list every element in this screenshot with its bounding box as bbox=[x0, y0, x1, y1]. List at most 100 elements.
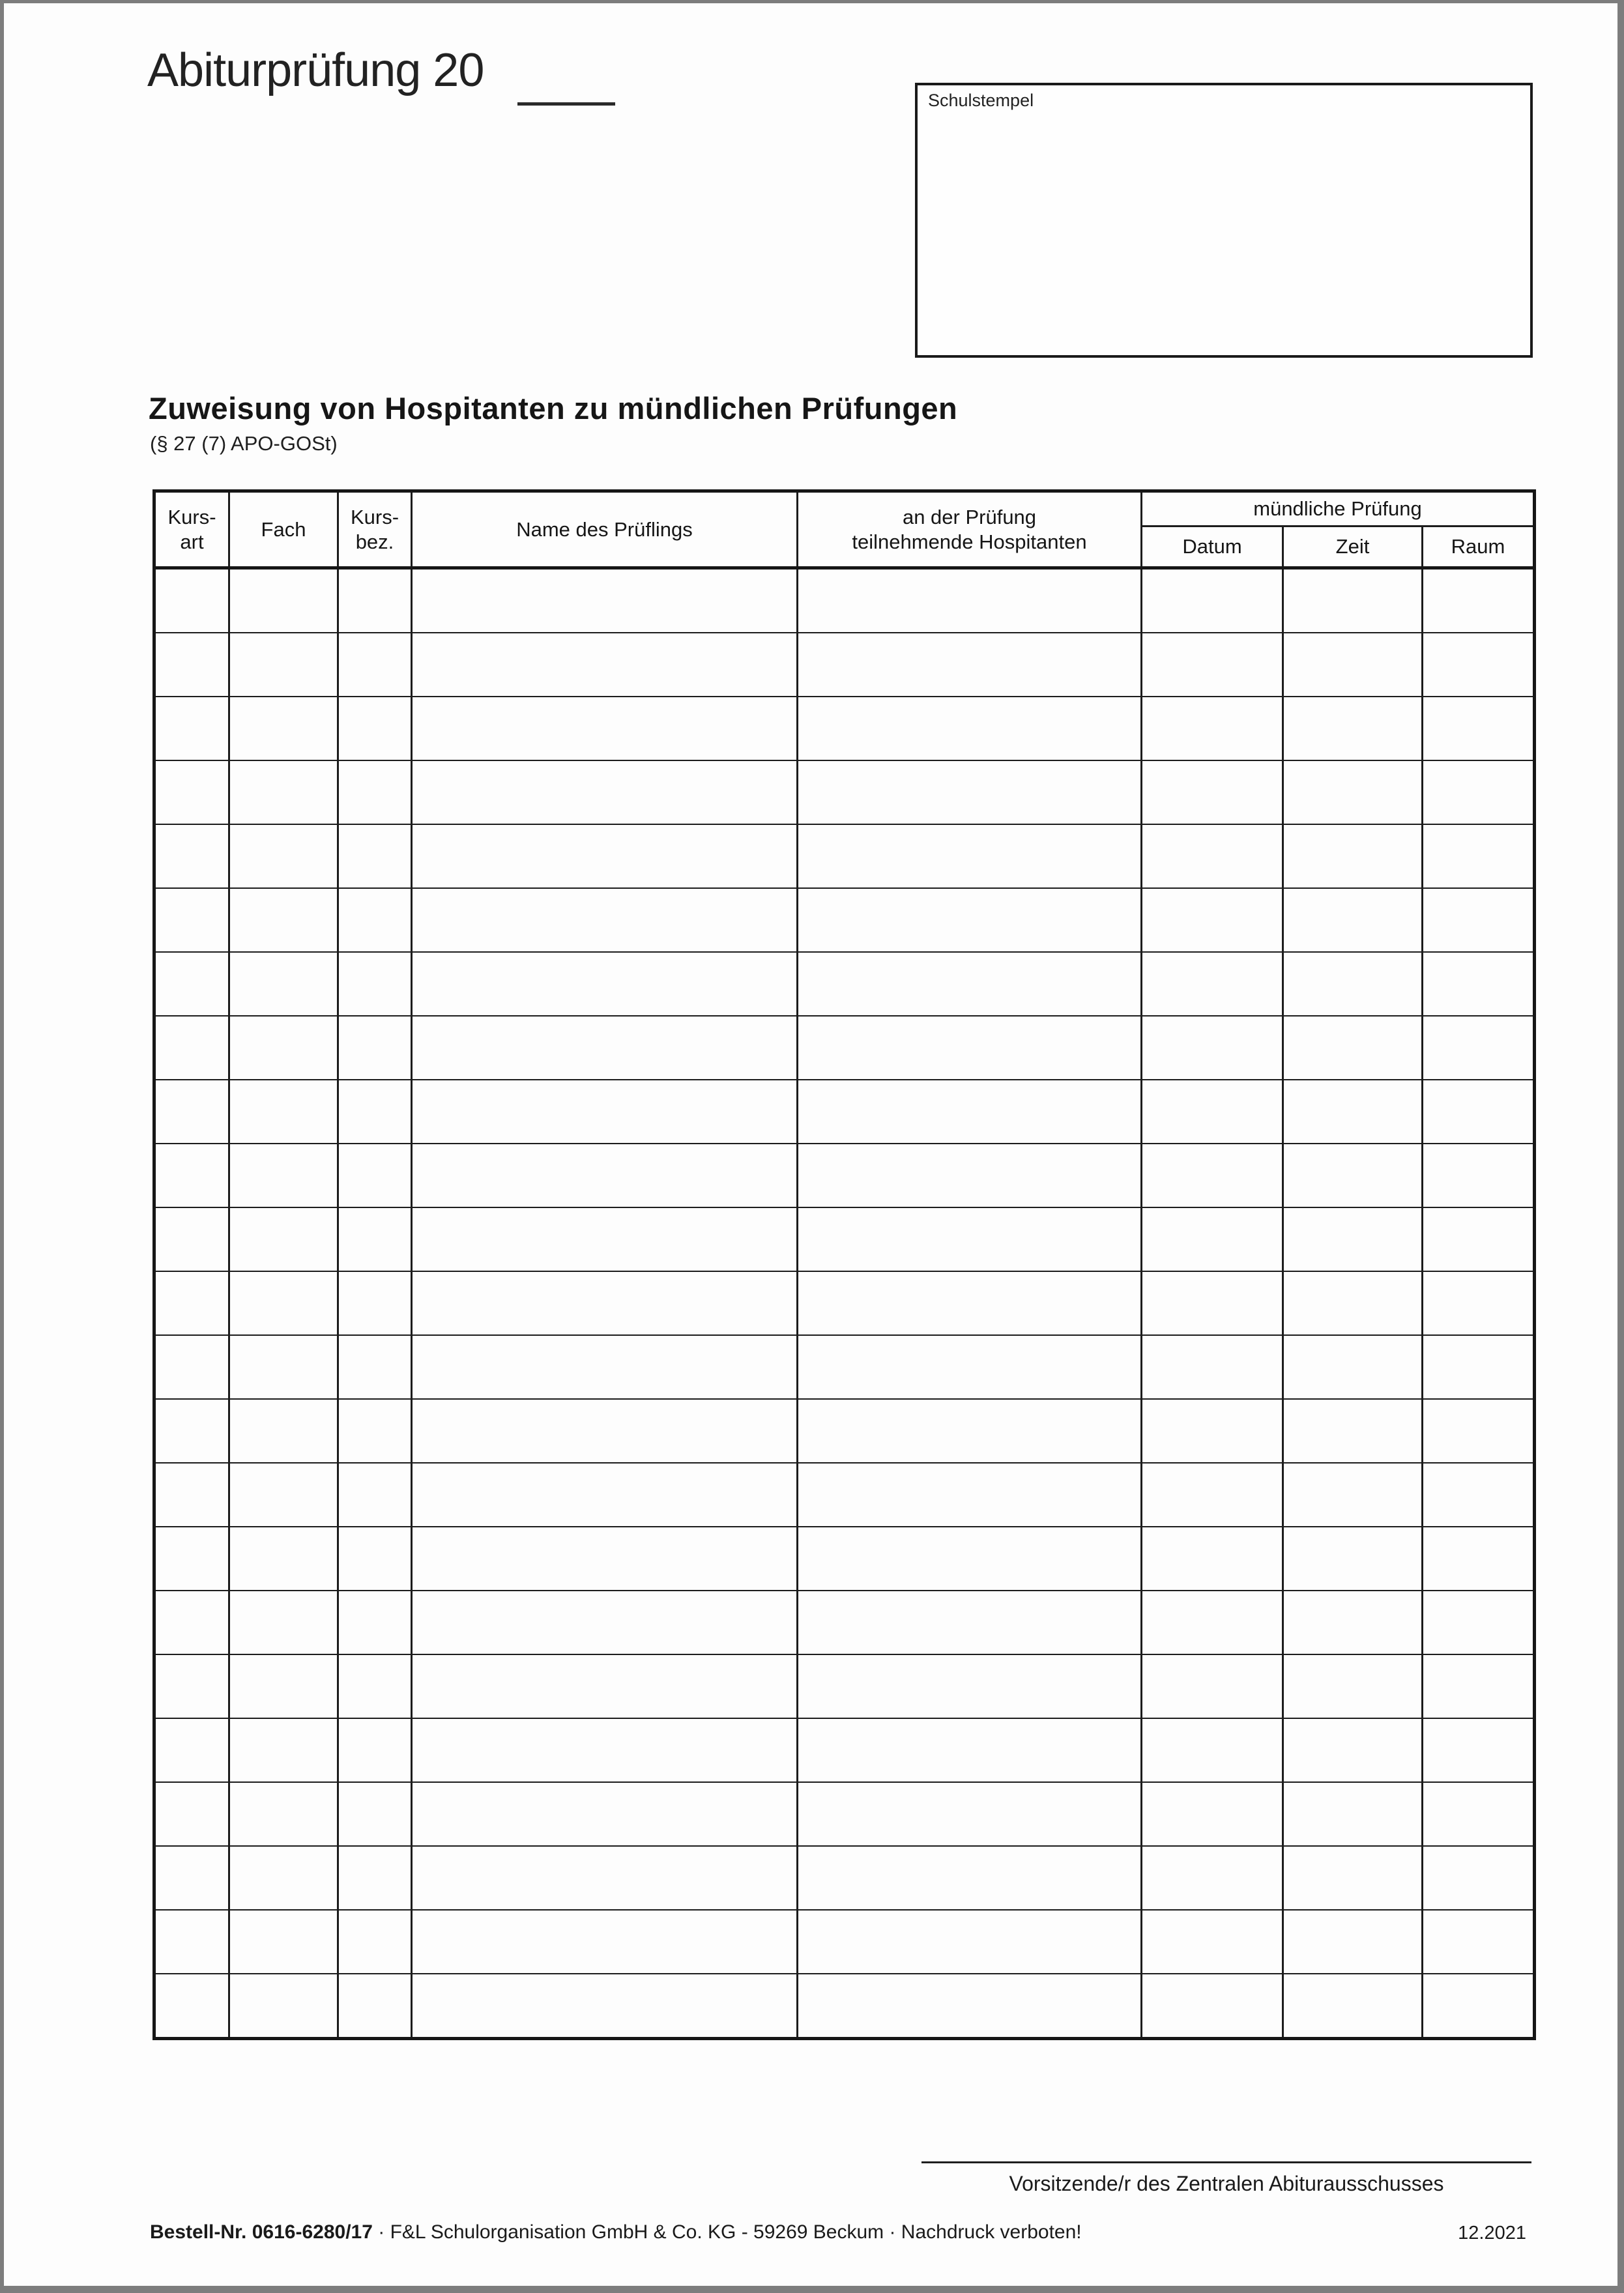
empty-form-cell bbox=[1421, 760, 1535, 825]
empty-form-cell bbox=[1140, 824, 1284, 889]
paper-sheet: Abiturprüfung 20 Schulstempel Zuweisung … bbox=[4, 3, 1617, 2286]
page-title: Abiturprüfung 20 bbox=[147, 44, 484, 96]
empty-form-cell bbox=[411, 1781, 798, 1847]
table-row bbox=[153, 1845, 1535, 1911]
empty-form-cell bbox=[337, 1718, 413, 1783]
empty-form-cell bbox=[1421, 1015, 1535, 1080]
empty-form-cell bbox=[1421, 1398, 1535, 1464]
empty-form-cell bbox=[228, 1909, 339, 1974]
table-row bbox=[153, 1079, 1535, 1144]
year-blank-line bbox=[517, 102, 615, 106]
empty-form-cell bbox=[228, 1398, 339, 1464]
table-row bbox=[153, 632, 1535, 697]
empty-form-cell bbox=[1282, 951, 1423, 1017]
empty-form-cell bbox=[1282, 632, 1423, 697]
col-header-hospitanten: an der Prüfung teilnehmende Hospitanten bbox=[796, 490, 1142, 569]
table-row bbox=[153, 696, 1535, 761]
empty-form-cell bbox=[411, 824, 798, 889]
empty-form-cell bbox=[153, 1143, 230, 1208]
table-row bbox=[153, 1718, 1535, 1783]
table-row bbox=[153, 887, 1535, 953]
empty-form-cell bbox=[1140, 1207, 1284, 1272]
empty-form-cell bbox=[337, 1526, 413, 1591]
empty-form-cell bbox=[153, 824, 230, 889]
empty-form-cell bbox=[1140, 1909, 1284, 1974]
empty-form-cell bbox=[1140, 760, 1284, 825]
empty-form-cell bbox=[796, 760, 1142, 825]
empty-form-cell bbox=[796, 1207, 1142, 1272]
empty-form-cell bbox=[337, 1654, 413, 1719]
empty-form-cell bbox=[1140, 1526, 1284, 1591]
empty-form-cell bbox=[1282, 567, 1423, 633]
empty-form-cell bbox=[1282, 1334, 1423, 1400]
empty-form-cell bbox=[796, 1398, 1142, 1464]
empty-form-cell bbox=[1421, 1781, 1535, 1847]
empty-form-cell bbox=[228, 1845, 339, 1911]
section-heading: Zuweisung von Hospitanten zu mündlichen … bbox=[149, 391, 958, 425]
empty-form-cell bbox=[228, 1718, 339, 1783]
empty-form-cell bbox=[411, 1079, 798, 1144]
empty-form-cell bbox=[1140, 1781, 1284, 1847]
empty-form-cell bbox=[1421, 632, 1535, 697]
empty-form-cell bbox=[228, 1781, 339, 1847]
empty-form-cell bbox=[1421, 1654, 1535, 1719]
empty-form-cell bbox=[1282, 1271, 1423, 1336]
empty-form-cell bbox=[228, 1654, 339, 1719]
empty-form-cell bbox=[337, 1079, 413, 1144]
table-row bbox=[153, 951, 1535, 1017]
table-row bbox=[153, 1334, 1535, 1400]
empty-form-cell bbox=[337, 1590, 413, 1655]
school-stamp-label: Schulstempel bbox=[928, 91, 1034, 110]
empty-form-cell bbox=[411, 887, 798, 953]
empty-form-cell bbox=[1282, 1654, 1423, 1719]
empty-form-cell bbox=[153, 1079, 230, 1144]
empty-form-cell bbox=[228, 1015, 339, 1080]
empty-form-cell bbox=[228, 1526, 339, 1591]
empty-form-cell bbox=[228, 760, 339, 825]
empty-form-cell bbox=[228, 1462, 339, 1527]
empty-form-cell bbox=[1282, 696, 1423, 761]
empty-form-cell bbox=[228, 1973, 339, 2040]
empty-form-cell bbox=[1282, 1462, 1423, 1527]
assignment-table-wrap: Kurs- art Fach Kurs- bez. Name des Prüfl… bbox=[152, 489, 1536, 2040]
table-header: Kurs- art Fach Kurs- bez. Name des Prüfl… bbox=[153, 490, 1535, 569]
empty-form-cell bbox=[796, 1973, 1142, 2040]
empty-form-cell bbox=[1282, 1781, 1423, 1847]
empty-form-cell bbox=[337, 887, 413, 953]
assignment-table: Kurs- art Fach Kurs- bez. Name des Prüfl… bbox=[152, 489, 1536, 2040]
empty-form-cell bbox=[337, 1271, 413, 1336]
empty-form-cell bbox=[1421, 1462, 1535, 1527]
empty-form-cell bbox=[796, 887, 1142, 953]
empty-form-cell bbox=[228, 1334, 339, 1400]
empty-form-cell bbox=[1140, 1654, 1284, 1719]
footer-publisher: · F&L Schulorganisation GmbH & Co. KG - … bbox=[378, 2221, 1082, 2243]
empty-form-cell bbox=[796, 1718, 1142, 1783]
empty-form-cell bbox=[1282, 1143, 1423, 1208]
table-row bbox=[153, 1207, 1535, 1272]
empty-form-cell bbox=[228, 1079, 339, 1144]
footer-imprint: Bestell-Nr. 0616-6280/17 · F&L Schulorga… bbox=[150, 2221, 1082, 2243]
empty-form-cell bbox=[337, 567, 413, 633]
empty-form-cell bbox=[337, 696, 413, 761]
empty-form-cell bbox=[796, 632, 1142, 697]
col-header-kursart: Kurs- art bbox=[153, 490, 230, 569]
empty-form-cell bbox=[153, 1271, 230, 1336]
table-row bbox=[153, 1398, 1535, 1464]
empty-form-cell bbox=[411, 1718, 798, 1783]
empty-form-cell bbox=[1421, 1143, 1535, 1208]
empty-form-cell bbox=[411, 951, 798, 1017]
section-subheading: (§ 27 (7) APO-GOSt) bbox=[150, 432, 338, 455]
empty-form-cell bbox=[1140, 1015, 1284, 1080]
empty-form-cell bbox=[337, 1334, 413, 1400]
table-row bbox=[153, 1590, 1535, 1655]
empty-form-cell bbox=[411, 1845, 798, 1911]
table-row bbox=[153, 1143, 1535, 1208]
empty-form-cell bbox=[411, 567, 798, 633]
empty-form-cell bbox=[228, 887, 339, 953]
empty-form-cell bbox=[337, 824, 413, 889]
empty-form-cell bbox=[337, 1973, 413, 2040]
empty-form-cell bbox=[796, 1654, 1142, 1719]
empty-form-cell bbox=[1140, 1973, 1284, 2040]
empty-form-cell bbox=[228, 1590, 339, 1655]
empty-form-cell bbox=[1282, 1909, 1423, 1974]
